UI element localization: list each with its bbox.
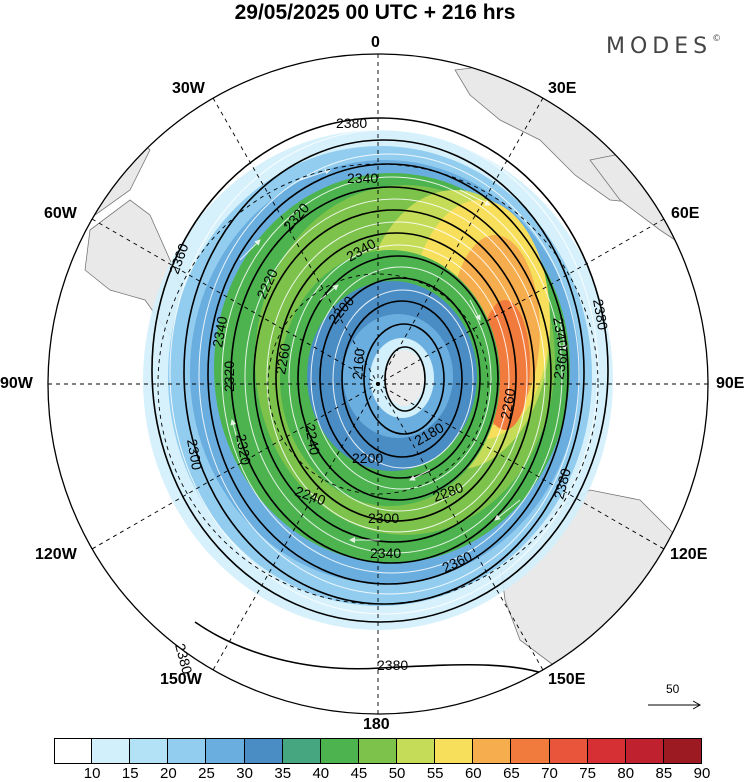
- lon-label-180: 180: [363, 716, 390, 733]
- colorbar-cell: [358, 738, 398, 764]
- contour-label: 2260: [272, 342, 293, 376]
- colorbar-cell: [663, 738, 702, 764]
- lon-label-60w: 60W: [44, 205, 77, 222]
- lon-label-30w: 30W: [172, 80, 205, 97]
- contour-label: 2340: [209, 315, 230, 349]
- contour-label: 2320: [221, 361, 237, 392]
- lon-label-150w: 150W: [160, 671, 202, 688]
- colorbar-tick-label: 70: [541, 765, 558, 782]
- lon-label-150e: 150E: [548, 671, 586, 688]
- contour-label: 2340: [550, 316, 571, 350]
- colorbar-tick-label: 75: [579, 765, 596, 782]
- brand-name: MODES: [606, 34, 713, 59]
- wind-streamlines: [169, 129, 599, 615]
- contour-label: 2380: [336, 115, 367, 131]
- colorbar-tick-label: 90: [693, 765, 711, 782]
- contour-label: 2320: [233, 433, 254, 467]
- map-border: [47, 53, 709, 715]
- colorbar-tick-label: 85: [655, 765, 673, 782]
- pole-marker: [376, 382, 380, 386]
- map-title: 29/05/2025 00 UTC + 216 hrs: [234, 1, 516, 24]
- colorbar-cell: [473, 738, 512, 764]
- colorbar-tick-label: 35: [274, 765, 292, 782]
- colorbar-cell: [244, 738, 283, 764]
- colorbar-cell: [54, 738, 93, 764]
- colorbar-tick-label: 40: [312, 765, 330, 782]
- colorbar-tick-label: 10: [83, 765, 101, 782]
- contour-label: 2300: [184, 438, 205, 472]
- contour-label: 2380: [377, 657, 408, 673]
- lon-label-0: 0: [371, 34, 380, 51]
- map-disc: [48, 54, 708, 714]
- contour-label: 2340: [370, 545, 401, 561]
- reference-arrow: [648, 700, 702, 710]
- contour-label: 2380: [590, 298, 611, 332]
- colorbar-cell: [435, 738, 474, 764]
- contour-label: 2380: [550, 466, 574, 500]
- contour-label: 2260: [497, 387, 518, 421]
- contour-label: 2240: [302, 423, 323, 457]
- colorbar-tick-label: 20: [160, 765, 177, 782]
- colorbar-tick-label: 30: [236, 765, 253, 782]
- colorbar-cell: [625, 738, 664, 764]
- colorbar-tick-label: 45: [350, 765, 368, 782]
- contour-label: 2380: [172, 642, 196, 676]
- colorbar-tick-label: 80: [617, 765, 635, 782]
- contour-label: 2300: [368, 510, 399, 526]
- colorbar-tick-label: 55: [426, 765, 444, 782]
- lon-label-120e: 120E: [670, 546, 708, 563]
- colorbar-tick-label: 25: [198, 765, 215, 782]
- reference-vector-label: 50: [666, 682, 680, 696]
- colorbar-cell: [320, 738, 359, 764]
- colorbar-tick-label: 15: [121, 765, 139, 782]
- lon-label-30e: 30E: [548, 80, 577, 97]
- contour-label: 2360: [550, 347, 571, 381]
- colorbar-cell: [92, 738, 131, 764]
- colorbar: [54, 738, 702, 764]
- colorbar-cell: [397, 738, 436, 764]
- lon-label-120w: 120W: [35, 546, 77, 563]
- colorbar-cell: [511, 738, 550, 764]
- contour-label: 2200: [352, 450, 383, 466]
- colorbar-tick-label: 65: [503, 765, 520, 782]
- lon-label-90e: 90E: [716, 375, 745, 392]
- colorbar-cell: [549, 738, 588, 764]
- colorbar-cell: [587, 738, 626, 764]
- lon-label-90w: 90W: [0, 375, 33, 392]
- colorbar-tick-label: 50: [388, 765, 406, 782]
- colorbar-cell: [206, 738, 245, 764]
- lon-label-60e: 60E: [671, 205, 700, 222]
- colorbar-cell: [282, 738, 321, 764]
- colorbar-tick-label: 60: [464, 765, 482, 782]
- copyright-mark: ©: [712, 34, 722, 44]
- contour-label: 2340: [347, 170, 378, 186]
- colorbar-cell: [168, 738, 207, 764]
- brand-logo: MODES©: [606, 34, 721, 59]
- colorbar-cell: [130, 738, 169, 764]
- contour-label: 2160: [349, 348, 368, 381]
